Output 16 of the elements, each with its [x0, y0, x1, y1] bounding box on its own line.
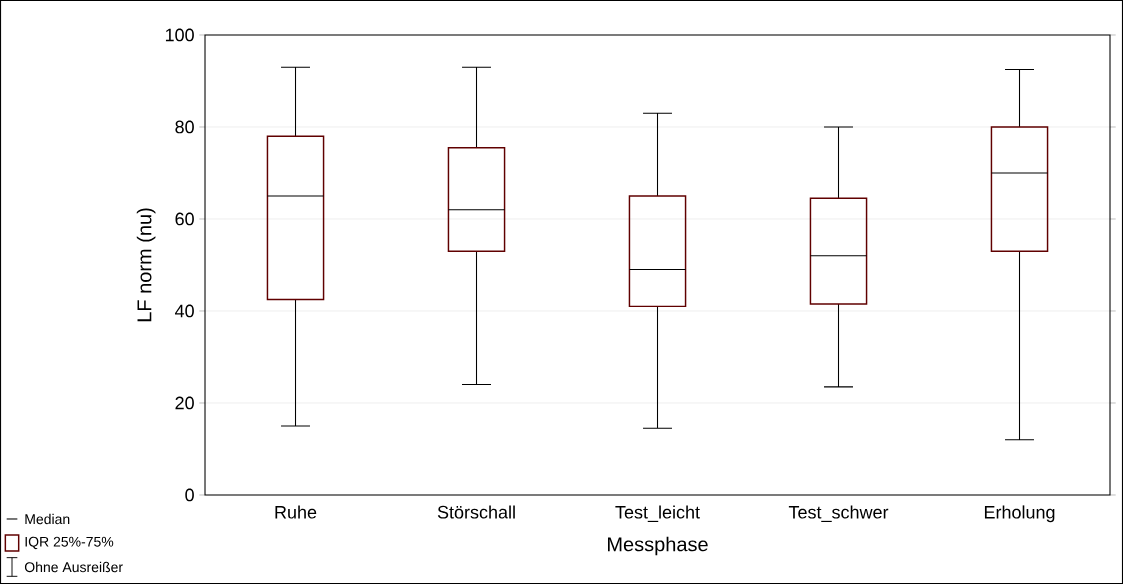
text: Ohne Ausreißer — [24, 561, 123, 573]
y-tick-label: 60 — [175, 212, 194, 226]
x-tick-label: Erholung — [984, 505, 1055, 523]
y-tick-label: 20 — [175, 396, 194, 410]
text: IQR 25%-75% — [25, 536, 114, 550]
x-tick-label: Test_leicht — [615, 505, 700, 522]
text: Median — [25, 513, 70, 525]
x-tick-label: Ruhe — [275, 505, 317, 519]
y-axis-title: LF norm (nu) — [136, 208, 156, 322]
y-tick-label: 80 — [175, 120, 194, 134]
x-axis-title: Messphase — [608, 536, 708, 556]
x-tick-label: Störschall — [437, 505, 515, 519]
y-tick-label: 40 — [175, 304, 194, 318]
x-tick-label: Test_schwer — [788, 505, 889, 522]
y-tick-label: 100 — [165, 28, 194, 42]
y-tick-label: 0 — [185, 488, 194, 502]
